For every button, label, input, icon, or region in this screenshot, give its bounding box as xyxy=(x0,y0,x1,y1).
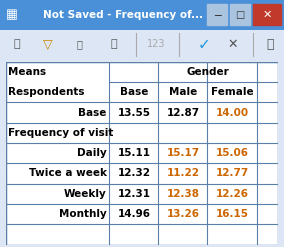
Text: 📋: 📋 xyxy=(14,40,20,49)
FancyBboxPatch shape xyxy=(253,4,281,25)
Text: Not Saved - Frequency of...: Not Saved - Frequency of... xyxy=(43,10,203,20)
Text: 16.15: 16.15 xyxy=(216,209,248,219)
Text: 12.32: 12.32 xyxy=(117,168,150,178)
Text: Monthly: Monthly xyxy=(59,209,106,219)
Text: Gender: Gender xyxy=(186,67,229,77)
Text: 12.38: 12.38 xyxy=(166,189,199,199)
FancyBboxPatch shape xyxy=(230,4,250,25)
Text: 123: 123 xyxy=(147,40,166,49)
Text: ▦: ▦ xyxy=(5,8,17,21)
Text: Frequency of visit: Frequency of visit xyxy=(9,128,114,138)
Text: ✕: ✕ xyxy=(228,38,238,51)
FancyBboxPatch shape xyxy=(207,4,227,25)
Text: ─: ─ xyxy=(214,10,221,20)
Text: Daily: Daily xyxy=(77,148,106,158)
Text: 12.77: 12.77 xyxy=(215,168,248,178)
Text: ⧉: ⧉ xyxy=(266,38,273,51)
Text: 12.87: 12.87 xyxy=(166,107,199,118)
Text: ✓: ✓ xyxy=(198,37,211,52)
Text: Weekly: Weekly xyxy=(64,189,106,199)
Text: 12.31: 12.31 xyxy=(117,189,150,199)
Text: 15.11: 15.11 xyxy=(117,148,150,158)
Text: 11.22: 11.22 xyxy=(166,168,199,178)
Text: 15.06: 15.06 xyxy=(216,148,248,158)
Text: 15.17: 15.17 xyxy=(166,148,199,158)
Text: 📄: 📄 xyxy=(110,40,117,49)
Text: 13.26: 13.26 xyxy=(166,209,199,219)
Text: Respondents: Respondents xyxy=(9,87,85,97)
Text: Twice a week: Twice a week xyxy=(29,168,106,178)
Text: ✕: ✕ xyxy=(262,10,272,20)
Text: 🔧: 🔧 xyxy=(77,40,82,49)
Text: Female: Female xyxy=(211,87,253,97)
Text: 14.00: 14.00 xyxy=(215,107,248,118)
Text: ▽: ▽ xyxy=(43,38,53,51)
Text: Base: Base xyxy=(120,87,148,97)
Text: Base: Base xyxy=(78,107,106,118)
Text: 13.55: 13.55 xyxy=(117,107,150,118)
Text: Means: Means xyxy=(9,67,47,77)
FancyBboxPatch shape xyxy=(6,62,278,245)
Text: 12.26: 12.26 xyxy=(216,189,248,199)
Text: Male: Male xyxy=(169,87,197,97)
Text: □: □ xyxy=(235,10,245,20)
Text: 14.96: 14.96 xyxy=(117,209,150,219)
